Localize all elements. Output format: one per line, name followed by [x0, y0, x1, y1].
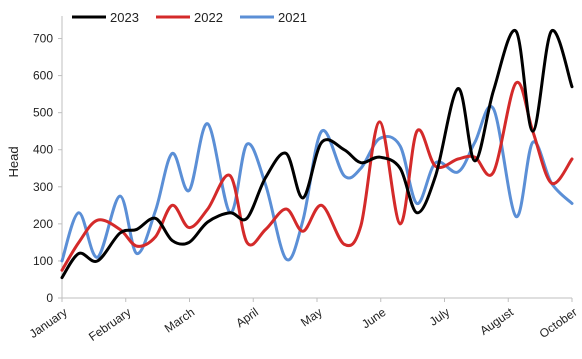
x-tick-label: August [477, 305, 516, 338]
y-tick-label: 100 [33, 254, 53, 268]
y-tick-label: 500 [33, 106, 53, 120]
y-tick-label: 0 [46, 291, 53, 305]
x-tick-label: January [27, 305, 70, 341]
series-line-2023 [60, 29, 574, 280]
y-tick-label: 400 [33, 143, 53, 157]
legend: 2023 2022 2021 [72, 10, 307, 25]
series-line-2021 [60, 104, 574, 263]
legend-label-2022: 2022 [194, 10, 223, 25]
x-tick-label: March [162, 305, 197, 336]
series-line-2022 [60, 80, 574, 272]
series-layer [60, 29, 574, 280]
x-tick-label: April [233, 305, 261, 330]
y-tick-label: 300 [33, 180, 53, 194]
y-tick-label: 600 [33, 69, 53, 83]
legend-label-2021: 2021 [278, 10, 307, 25]
x-tick-label: October [537, 305, 580, 341]
x-tick-label: July [427, 305, 453, 329]
x-tick-label: May [298, 305, 325, 329]
y-tick-label: 700 [33, 32, 53, 46]
axes-layer: 0 100 200 300 400 500 600 700 January February Mar… [27, 16, 580, 344]
x-tick-label: February [86, 305, 133, 344]
x-tick-label: June [359, 305, 389, 332]
legend-label-2023: 2023 [110, 10, 139, 25]
y-axis-label: Head [6, 146, 21, 177]
y-tick-label: 200 [33, 217, 53, 231]
